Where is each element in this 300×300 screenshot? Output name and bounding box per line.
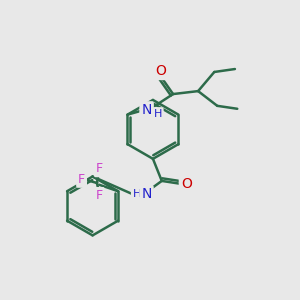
Text: H: H — [154, 109, 162, 119]
Text: N: N — [141, 187, 152, 201]
Text: O: O — [155, 64, 166, 78]
Text: O: O — [181, 177, 192, 191]
Text: F: F — [78, 173, 85, 186]
Text: F: F — [96, 162, 103, 175]
Text: N: N — [141, 103, 152, 117]
Text: H: H — [133, 189, 141, 199]
Text: F: F — [96, 189, 103, 202]
